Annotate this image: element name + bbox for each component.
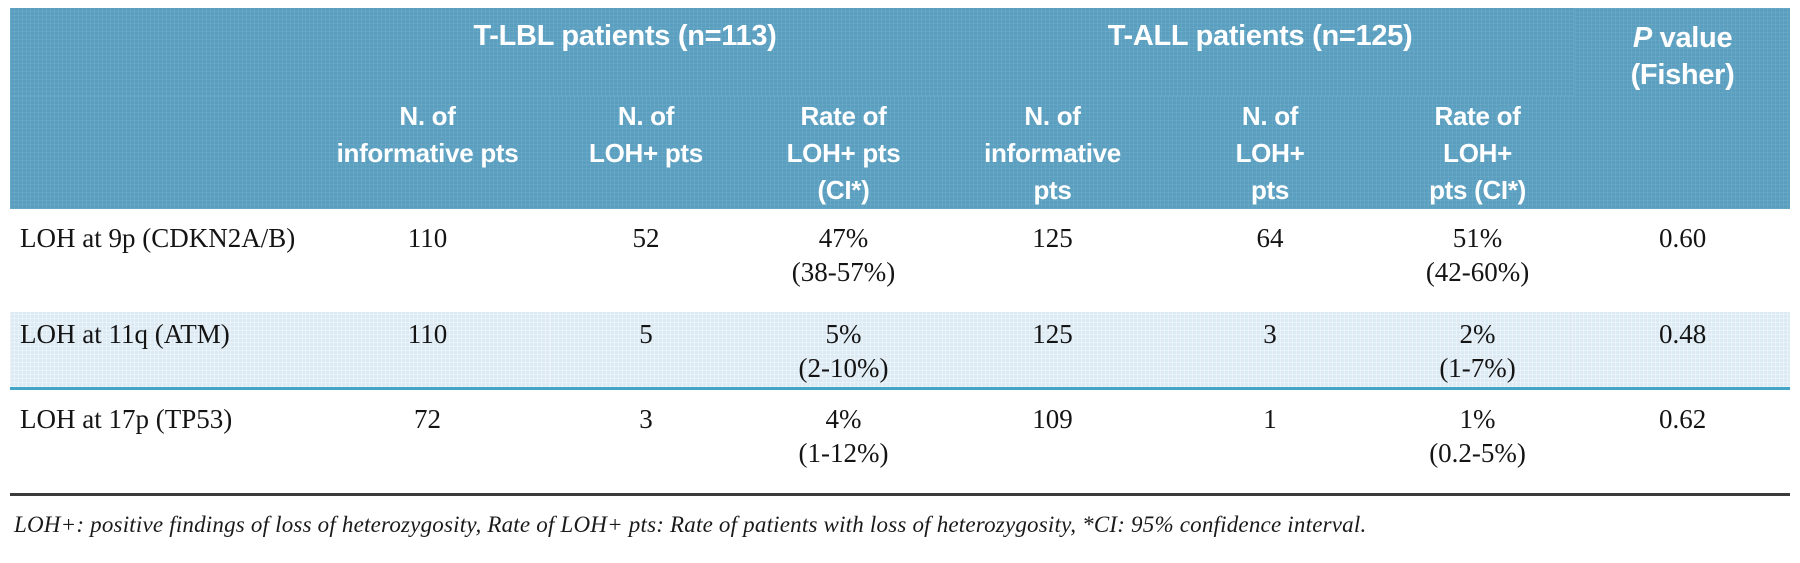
cell-tall-informative: 125: [1032, 223, 1073, 253]
cell-tall-loh: 1: [1263, 403, 1277, 434]
group-header-row: T-LBL patients (n=113) T-ALL patients (n…: [10, 8, 1791, 209]
cell-tlbl-rate: 4% (1-12%): [798, 403, 889, 468]
p-value-header-line1: P value: [1575, 20, 1790, 57]
cell-tall-informative: 109: [1032, 403, 1073, 434]
group-header-tall: T-ALL patients (n=125): [945, 8, 1576, 96]
table-header: T-LBL patients (n=113) T-ALL patients (n…: [10, 8, 1791, 209]
cell-tall-rate: 2% (1-7%): [1380, 312, 1576, 390]
sub-header-tlbl-informative: N. of informative pts: [305, 96, 550, 209]
p-value-header-line2: (Fisher): [1630, 59, 1735, 91]
sub-header-tlbl-loh: N. of LOH+ pts: [550, 96, 742, 209]
p-value-word: value: [1651, 22, 1733, 54]
group-header-tlbl: T-LBL patients (n=113): [305, 8, 946, 96]
sub-header-tlbl-rate: Rate of LOH+ pts (CI*): [742, 96, 946, 209]
row-label: LOH at 11q (ATM): [10, 312, 305, 390]
cell-tlbl-loh: 3: [639, 403, 653, 434]
table-figure: T-LBL patients (n=113) T-ALL patients (n…: [0, 8, 1800, 563]
corner-cell: [10, 8, 305, 96]
table-footnote: LOH+: positive findings of loss of heter…: [14, 512, 1367, 537]
cell-p-value: 0.60: [1658, 223, 1707, 253]
cell-tall-loh: 3: [1160, 312, 1381, 390]
cell-tall-loh: 64: [1256, 223, 1284, 253]
cell-p-value: 0.48: [1575, 312, 1791, 390]
footnote-rule: [10, 493, 1790, 496]
table-row-loh-11q: LOH at 11q (ATM) 110 5 5% (2-10%) 125 3 …: [10, 312, 1791, 390]
loh-comparison-table: T-LBL patients (n=113) T-ALL patients (n…: [10, 8, 1791, 493]
sub-header-row: N. of informative pts N. of LOH+ pts Rat…: [10, 96, 1790, 209]
cell-tlbl-loh: 5: [550, 312, 742, 390]
p-value-italic-p: P: [1632, 22, 1652, 54]
row-label: LOH at 9p (CDKN2A/B): [20, 223, 296, 253]
p-value-header: P value (Fisher): [1575, 8, 1791, 209]
corner-cell: [10, 96, 305, 209]
cell-tlbl-rate: 5% (2-10%): [742, 312, 946, 390]
table-body: LOH at 9p (CDKN2A/B) 110 52 47% (38-57%)…: [10, 209, 1791, 493]
cell-tlbl-informative: 110: [407, 223, 448, 253]
cell-tlbl-informative: 110: [305, 312, 550, 390]
sub-header-tall-informative: N. of informative pts: [945, 96, 1161, 209]
cell-tall-informative: 125: [945, 312, 1161, 390]
cell-tall-rate: 1% (0.2-5%): [1429, 403, 1526, 468]
cell-tall-rate: 51% (42-60%): [1425, 223, 1530, 287]
cell-tlbl-loh: 52: [632, 223, 660, 253]
sub-header-tall-rate: Rate of LOH+ pts (CI*): [1380, 96, 1576, 209]
cell-tlbl-rate: 47% (38-57%): [791, 223, 896, 287]
table-row-loh-9p: LOH at 9p (CDKN2A/B) 110 52 47% (38-57%)…: [10, 209, 1790, 312]
row-label: LOH at 17p (TP53): [20, 403, 233, 434]
cell-p-value: 0.62: [1658, 403, 1707, 434]
cell-tlbl-informative: 72: [414, 403, 441, 434]
sub-header-tall-loh: N. of LOH+ pts: [1160, 96, 1381, 209]
table-row-loh-17p: LOH at 17p (TP53) 72 3 4% (1-12%) 109 1 …: [10, 388, 1790, 493]
